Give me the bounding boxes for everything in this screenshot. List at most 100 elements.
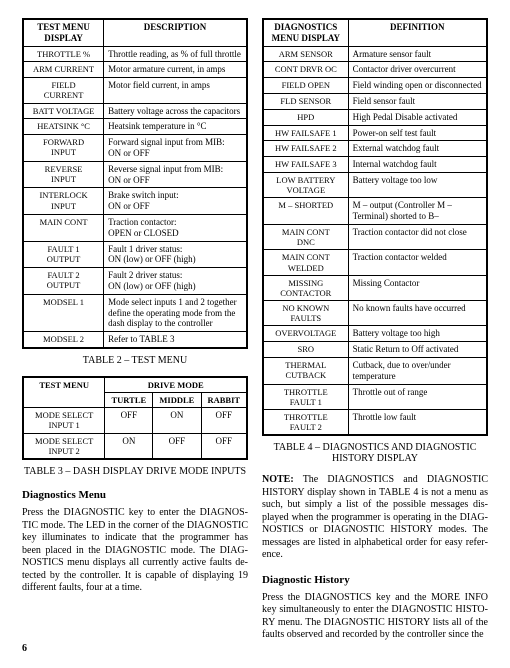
t4-c1: ARM SENSOR — [263, 46, 348, 62]
t4-c2: Throttle out of range — [348, 384, 487, 409]
table-row: HW FAILSAFE 2External watchdog fault — [263, 141, 487, 157]
t2-c2: Brake switch input:ON or OFF — [104, 188, 247, 215]
t2-c1: FORWARDINPUT — [23, 135, 104, 162]
table-row: REVERSEINPUTReverse signal input from MI… — [23, 161, 247, 188]
table-row: LOW BATTERYVOLTAGEBattery voltage too lo… — [263, 172, 487, 197]
t4-c2: Contactor driver overcurrent — [348, 62, 487, 78]
t2-header-c1: TEST MENU DISPLAY — [23, 19, 104, 46]
t2-c1: FAULT 2OUTPUT — [23, 268, 104, 295]
t4-c2: Battery voltage too low — [348, 172, 487, 197]
diagnostic-history-heading: Diagnostic History — [262, 574, 488, 586]
note-body: The DIAGNOSTICS and DIAGNOSTIC HISTORY d… — [262, 474, 488, 560]
t4-c2: Field sensor fault — [348, 93, 487, 109]
table-row: INTERLOCKINPUTBrake switch input:ON or O… — [23, 188, 247, 215]
t2-c1: INTERLOCKINPUT — [23, 188, 104, 215]
table-row: MAIN CONTDNCTraction contactor did not c… — [263, 224, 487, 249]
table-row: THROTTLE %Throttle reading, as % of full… — [23, 46, 247, 62]
t2-c1: BATT VOLTAGE — [23, 103, 104, 119]
t3-rowlabel: MODE SELECTINPUT 2 — [23, 433, 105, 459]
table-row: FLD SENSORField sensor fault — [263, 93, 487, 109]
table-2-test-menu: TEST MENU DISPLAY DESCRIPTION THROTTLE %… — [22, 18, 248, 349]
t2-c1: FIELDCURRENT — [23, 78, 104, 103]
t4-c1: FIELD OPEN — [263, 78, 348, 94]
table-row: HEATSINK °CHeatsink temperature in °C — [23, 119, 247, 135]
t4-c1: HW FAILSAFE 3 — [263, 157, 348, 173]
t4-c1: M – SHORTED — [263, 198, 348, 225]
table-row: MODSEL 1Mode select inputs 1 and 2 toget… — [23, 294, 247, 331]
t2-c1: FAULT 1OUTPUT — [23, 241, 104, 268]
t2-header-c2: DESCRIPTION — [104, 19, 247, 46]
diagnostics-menu-heading: Diagnostics Menu — [22, 489, 248, 501]
t4-body: ARM SENSORArmature sensor faultCONT DRVR… — [263, 46, 487, 435]
t2-c2: Throttle reading, as % of full throttle — [104, 46, 247, 62]
t3-val: OFF — [201, 433, 247, 459]
table-row: CONT DRVR OCContactor driver overcurrent — [263, 62, 487, 78]
table-row: FAULT 2OUTPUTFault 2 driver status:ON (l… — [23, 268, 247, 295]
t4-c2: No known faults have occurred — [348, 301, 487, 326]
page-number: 6 — [22, 643, 27, 654]
t4-c2: Internal watchdog fault — [348, 157, 487, 173]
t3-val: OFF — [105, 408, 153, 433]
table-row: HPDHigh Pedal Disable activated — [263, 109, 487, 125]
note-label: NOTE: — [262, 474, 294, 485]
t4-c2: Static Return to Off activated — [348, 342, 487, 358]
table-4-diagnostics: DIAGNOSTICS MENU DISPLAY DEFINITION ARM … — [262, 18, 488, 436]
t4-c2: Missing Contactor — [348, 275, 487, 300]
diagnostics-menu-para: Press the DIAGNOSTIC key to enter the DI… — [22, 507, 248, 595]
table-row: NO KNOWNFAULTSNo known faults have occur… — [263, 301, 487, 326]
t2-c2: Reverse signal input from MIB:ON or OFF — [104, 161, 247, 188]
t4-header-c1: DIAGNOSTICS MENU DISPLAY — [263, 19, 348, 46]
t3-rowlabel-head: TEST MENU — [23, 377, 105, 408]
t3-mode-head: TURTLE — [105, 393, 153, 408]
t3-body: MODE SELECTINPUT 1OFFONOFFMODE SELECTINP… — [23, 408, 247, 459]
left-column: TEST MENU DISPLAY DESCRIPTION THROTTLE %… — [22, 18, 248, 650]
table-row: MAIN CONTWELDEDTraction contactor welded — [263, 250, 487, 275]
t2-c2: Fault 2 driver status:ON (low) or OFF (h… — [104, 268, 247, 295]
t3-val: ON — [105, 433, 153, 459]
table-row: FAULT 1OUTPUTFault 1 driver status:ON (l… — [23, 241, 247, 268]
right-column: DIAGNOSTICS MENU DISPLAY DEFINITION ARM … — [262, 18, 488, 650]
diagnostic-history-para: Press the DIAGNOSTICS key and the MORE I… — [262, 592, 488, 642]
table-row: MODE SELECTINPUT 1OFFONOFF — [23, 408, 247, 433]
table-row: THROTTLEFAULT 2Throttle low fault — [263, 410, 487, 436]
t2-c1: MODSEL 1 — [23, 294, 104, 331]
table-row: MODE SELECTINPUT 2ONOFFOFF — [23, 433, 247, 459]
t2-c2: Fault 1 driver status:ON (low) or OFF (h… — [104, 241, 247, 268]
t2-c2: Traction contactor:OPEN or CLOSED — [104, 214, 247, 241]
t4-c2: Cutback, due to over/under temperature — [348, 358, 487, 385]
t4-c1: SRO — [263, 342, 348, 358]
table-row: ARM SENSORArmature sensor fault — [263, 46, 487, 62]
table-row: ARM CURRENTMotor armature current, in am… — [23, 62, 247, 78]
table-row: MAIN CONTTraction contactor:OPEN or CLOS… — [23, 214, 247, 241]
t3-val: OFF — [153, 433, 201, 459]
table-row: FIELD OPENField winding open or disconne… — [263, 78, 487, 94]
t4-c2: Throttle low fault — [348, 410, 487, 436]
note-paragraph: NOTE: The DIAGNOSTICS and DIAGNOSTIC HIS… — [262, 474, 488, 562]
t4-header-c2: DEFINITION — [348, 19, 487, 46]
t3-rowlabel: MODE SELECTINPUT 1 — [23, 408, 105, 433]
t4-c1: HPD — [263, 109, 348, 125]
t4-c1: THROTTLEFAULT 2 — [263, 410, 348, 436]
t2-c2: Motor field current, in amps — [104, 78, 247, 103]
t2-c1: MODSEL 2 — [23, 332, 104, 348]
t3-group-head: DRIVE MODE — [105, 377, 247, 393]
t2-c2: Refer to TABLE 3 — [104, 332, 247, 348]
t4-c2: Traction contactor welded — [348, 250, 487, 275]
table-row: SROStatic Return to Off activated — [263, 342, 487, 358]
table-row: HW FAILSAFE 3Internal watchdog fault — [263, 157, 487, 173]
t2-c2: Mode select inputs 1 and 2 together defi… — [104, 294, 247, 331]
t4-c1: LOW BATTERYVOLTAGE — [263, 172, 348, 197]
t2-c1: MAIN CONT — [23, 214, 104, 241]
table-row: MISSINGCONTACTORMissing Contactor — [263, 275, 487, 300]
t3-val: OFF — [201, 408, 247, 433]
t4-c1: MAIN CONTWELDED — [263, 250, 348, 275]
t4-caption: TABLE 4 – DIAGNOSTICS AND DIAGNOSTIC HIS… — [262, 442, 488, 464]
t2-c2: Heatsink temperature in °C — [104, 119, 247, 135]
t4-c1: HW FAILSAFE 1 — [263, 125, 348, 141]
t4-c2: Armature sensor fault — [348, 46, 487, 62]
t2-c1: HEATSINK °C — [23, 119, 104, 135]
t4-c2: Field winding open or disconnected — [348, 78, 487, 94]
t4-c2: Traction contactor did not close — [348, 224, 487, 249]
t4-c2: High Pedal Disable activated — [348, 109, 487, 125]
table-row: FORWARDINPUTForward signal input from MI… — [23, 135, 247, 162]
